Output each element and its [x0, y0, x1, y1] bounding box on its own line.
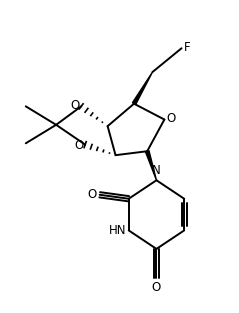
Text: HN: HN [109, 224, 127, 237]
Text: O: O [71, 99, 80, 111]
Text: O: O [75, 139, 84, 152]
Text: O: O [88, 188, 97, 201]
Polygon shape [146, 151, 157, 180]
Text: N: N [152, 164, 161, 177]
Text: O: O [167, 112, 176, 125]
Text: O: O [152, 280, 161, 294]
Text: F: F [184, 41, 191, 54]
Polygon shape [132, 72, 152, 105]
